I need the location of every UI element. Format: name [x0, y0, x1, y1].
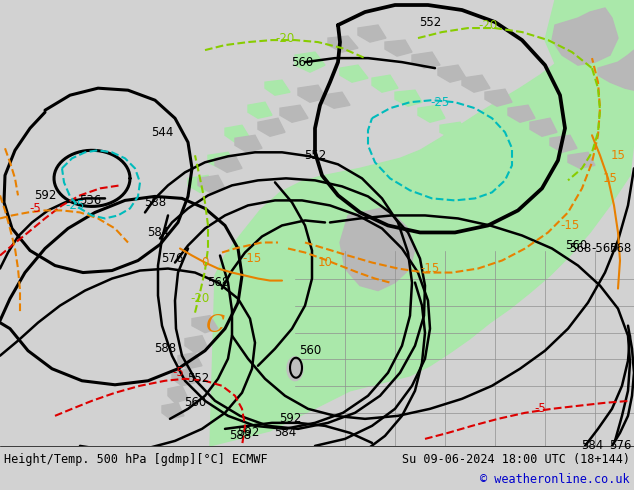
Polygon shape	[340, 65, 368, 82]
Text: Su 09-06-2024 18:00 UTC (18+144): Su 09-06-2024 18:00 UTC (18+144)	[402, 453, 630, 466]
Polygon shape	[258, 118, 285, 136]
Polygon shape	[198, 175, 225, 193]
Polygon shape	[322, 92, 350, 108]
Polygon shape	[488, 155, 515, 172]
Polygon shape	[328, 36, 358, 52]
Text: 560: 560	[291, 56, 313, 69]
Text: 552: 552	[187, 372, 209, 385]
Polygon shape	[485, 89, 512, 106]
Polygon shape	[358, 25, 386, 42]
Polygon shape	[295, 52, 325, 72]
Text: -20: -20	[190, 292, 210, 305]
Text: -15: -15	[420, 262, 439, 275]
Polygon shape	[172, 369, 195, 386]
Text: 568: 568	[609, 242, 631, 255]
Polygon shape	[178, 353, 202, 369]
Text: 560: 560	[184, 396, 206, 409]
Polygon shape	[340, 208, 415, 291]
Text: 592: 592	[237, 426, 259, 440]
Text: -5: -5	[172, 366, 184, 379]
Text: 584: 584	[274, 426, 296, 440]
Polygon shape	[438, 65, 466, 82]
Text: -15: -15	[560, 219, 579, 232]
Polygon shape	[208, 152, 235, 169]
Text: 588: 588	[144, 196, 166, 209]
Polygon shape	[530, 118, 557, 136]
Polygon shape	[552, 8, 618, 65]
Text: 552: 552	[304, 149, 326, 162]
Polygon shape	[162, 403, 184, 419]
Text: 10: 10	[318, 256, 332, 269]
Polygon shape	[168, 386, 188, 403]
Text: 568: 568	[207, 276, 229, 289]
Polygon shape	[462, 138, 490, 154]
Text: 552: 552	[419, 16, 441, 28]
Polygon shape	[440, 122, 468, 138]
Polygon shape	[598, 50, 634, 90]
Polygon shape	[510, 169, 538, 184]
Text: -20: -20	[479, 19, 498, 31]
Text: 576: 576	[609, 440, 631, 452]
Text: 568: 568	[569, 242, 591, 255]
Text: -5: -5	[534, 402, 546, 416]
Text: 576: 576	[161, 252, 183, 265]
Polygon shape	[280, 105, 308, 122]
Polygon shape	[298, 85, 326, 102]
Polygon shape	[412, 52, 440, 68]
Polygon shape	[568, 152, 595, 169]
Text: 592: 592	[279, 413, 301, 425]
Text: 15: 15	[602, 172, 618, 185]
Text: 588: 588	[229, 429, 251, 442]
Text: -15: -15	[242, 252, 262, 265]
Text: 560: 560	[299, 344, 321, 357]
Polygon shape	[545, 0, 634, 100]
Polygon shape	[225, 125, 250, 142]
Polygon shape	[395, 90, 422, 106]
Polygon shape	[192, 316, 218, 333]
Text: 588: 588	[154, 342, 176, 355]
Polygon shape	[248, 102, 272, 118]
Text: C: C	[205, 314, 224, 337]
Polygon shape	[185, 336, 208, 353]
Text: 592: 592	[34, 189, 56, 202]
Polygon shape	[462, 75, 490, 92]
Polygon shape	[550, 135, 577, 152]
Text: Height/Temp. 500 hPa [gdmp][°C] ECMWF: Height/Temp. 500 hPa [gdmp][°C] ECMWF	[4, 453, 268, 466]
Text: -5: -5	[29, 202, 41, 215]
Text: 15: 15	[611, 149, 625, 162]
Polygon shape	[188, 175, 215, 193]
Text: 544: 544	[151, 126, 173, 139]
Text: 536: 536	[79, 194, 101, 207]
Polygon shape	[265, 80, 290, 95]
Text: -25: -25	[430, 96, 450, 109]
Polygon shape	[385, 40, 412, 56]
Polygon shape	[287, 357, 303, 381]
Polygon shape	[418, 105, 445, 122]
Polygon shape	[508, 105, 535, 122]
Text: 584: 584	[147, 226, 169, 239]
Polygon shape	[215, 155, 242, 172]
Polygon shape	[372, 75, 398, 92]
Text: -20: -20	[275, 31, 295, 45]
Polygon shape	[235, 135, 262, 152]
Polygon shape	[210, 0, 634, 446]
Text: © weatheronline.co.uk: © weatheronline.co.uk	[481, 473, 630, 487]
Text: -560: -560	[592, 242, 618, 255]
Text: 560: 560	[565, 239, 587, 252]
Text: 0: 0	[202, 256, 209, 269]
Text: -25: -25	[65, 199, 84, 212]
Text: 584: 584	[581, 440, 603, 452]
